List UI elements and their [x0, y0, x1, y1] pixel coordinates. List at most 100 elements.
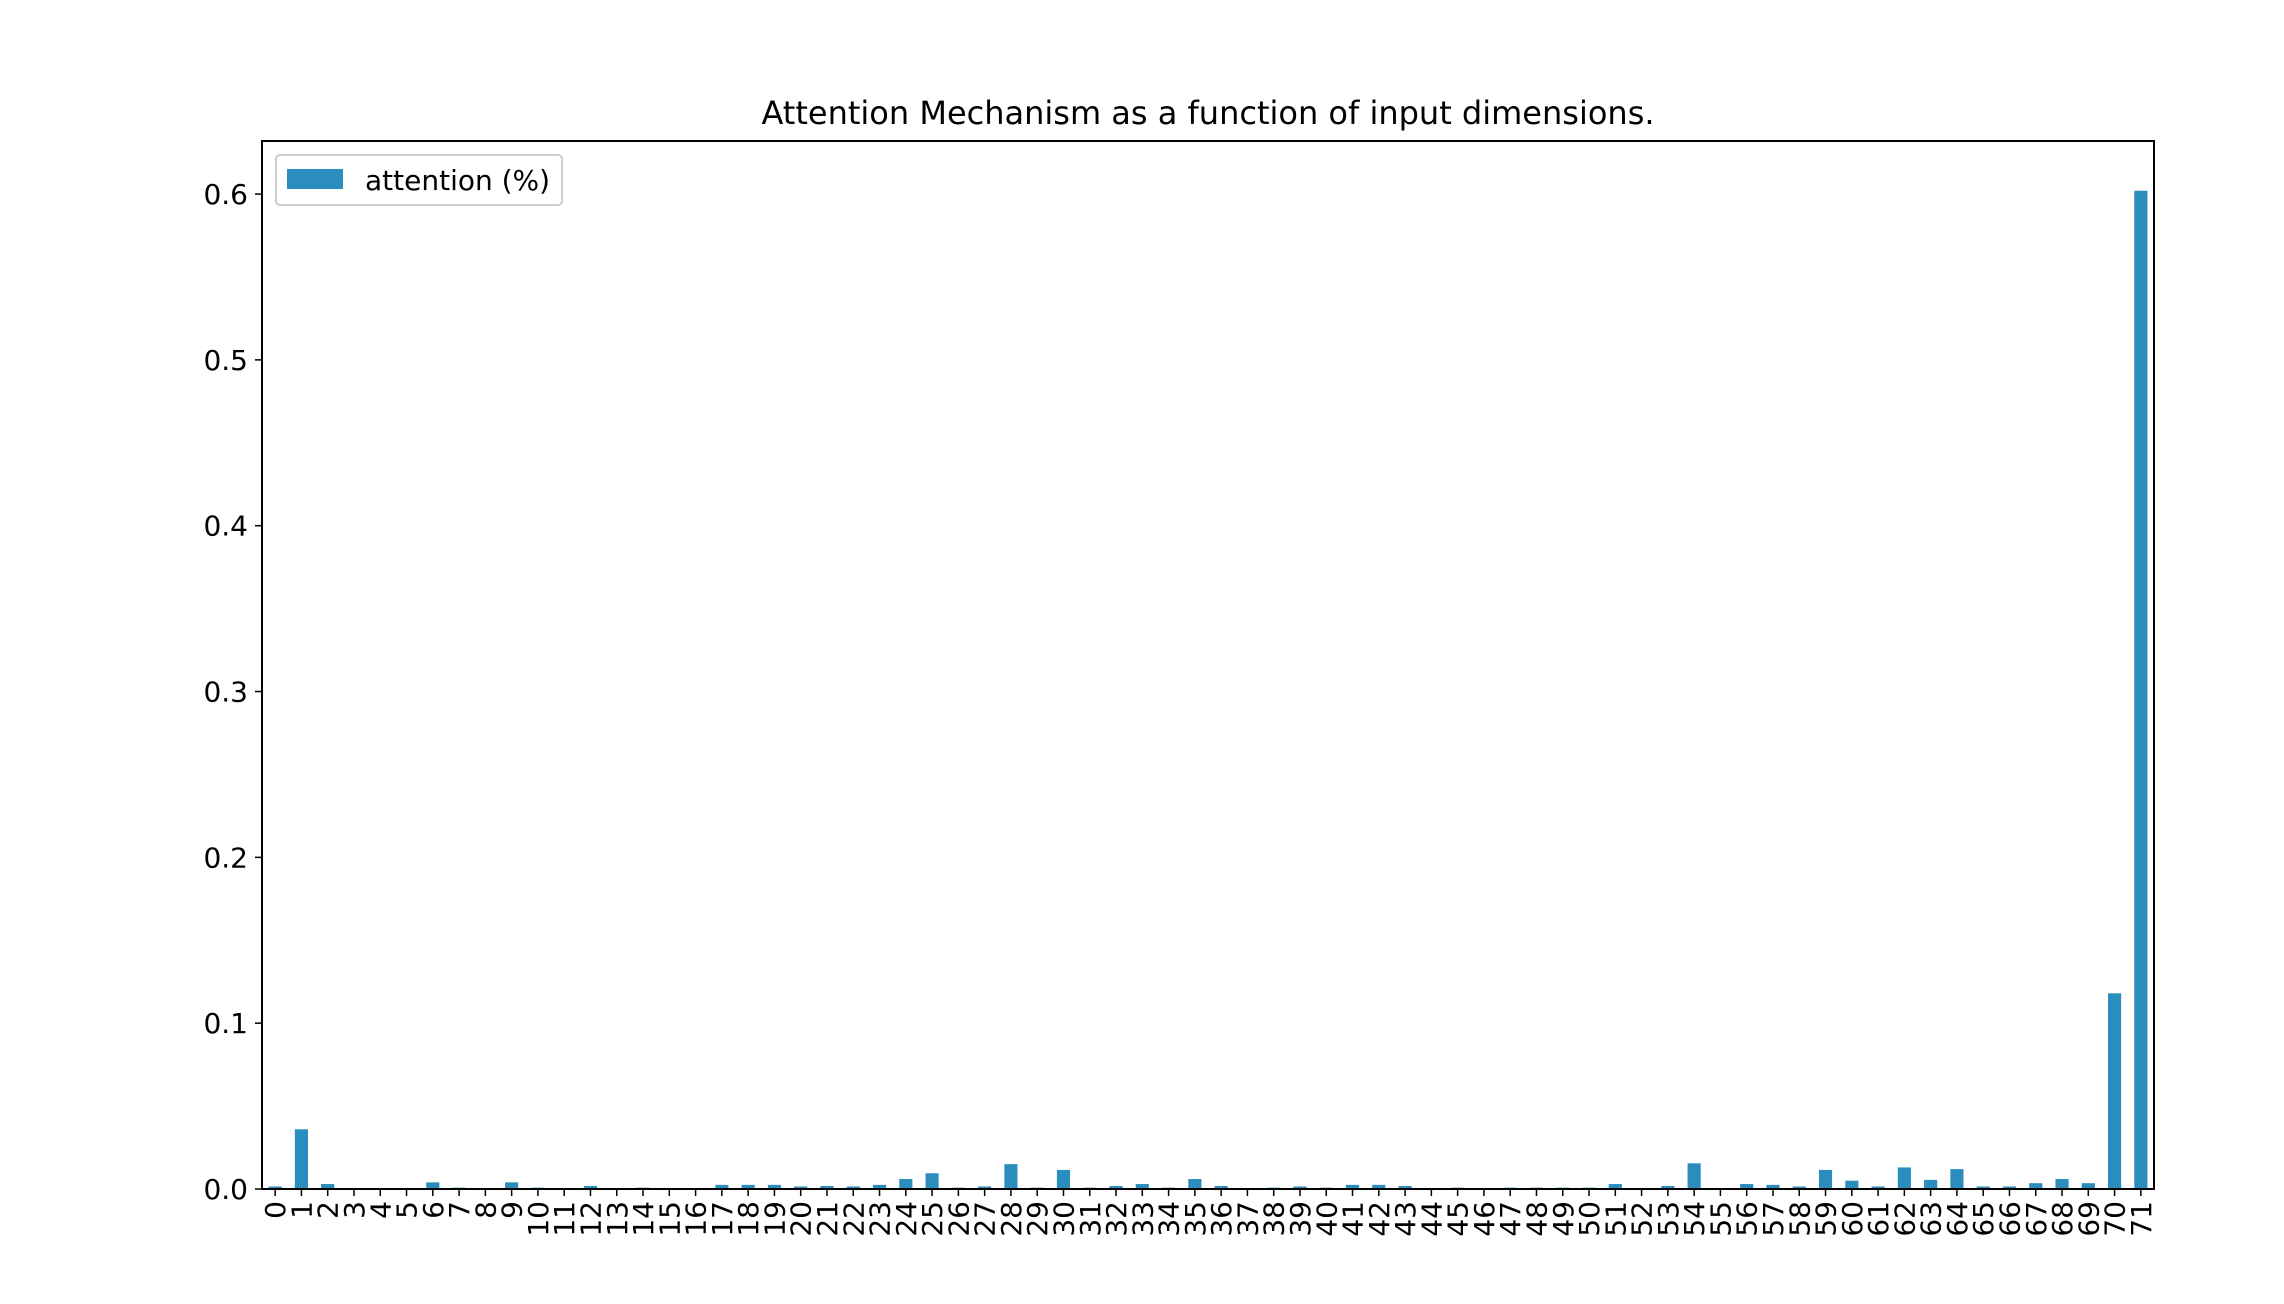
bar-54: [1687, 1163, 1701, 1189]
x-tick-label: 28: [995, 1201, 1028, 1237]
bar-57: [1766, 1184, 1780, 1189]
y-tick-label: 0.3: [203, 676, 248, 709]
bar-64: [1950, 1169, 1964, 1189]
bar-17: [715, 1184, 729, 1189]
x-axis: 0123456789101112131415161718192021222324…: [259, 1189, 2158, 1237]
x-tick-label: 31: [1074, 1201, 1107, 1237]
x-tick-label: 30: [1047, 1201, 1080, 1237]
x-tick-label: 34: [1153, 1201, 1186, 1237]
y-tick-label: 0.4: [203, 510, 248, 543]
x-tick-label: 48: [1520, 1201, 1553, 1237]
x-tick-label: 0: [259, 1201, 292, 1219]
bar-58: [1792, 1186, 1806, 1189]
x-tick-label: 18: [732, 1201, 765, 1237]
y-tick-label: 0.6: [203, 178, 248, 211]
x-tick-label: 19: [758, 1201, 791, 1237]
x-tick-label: 63: [1915, 1201, 1948, 1237]
x-tick-label: 69: [2072, 1201, 2105, 1237]
bar-35: [1188, 1179, 1202, 1189]
x-tick-label: 27: [969, 1201, 1002, 1237]
x-tick-label: 32: [1100, 1201, 1133, 1237]
x-tick-label: 26: [942, 1201, 975, 1237]
x-tick-label: 38: [1258, 1201, 1291, 1237]
x-tick-label: 35: [1179, 1201, 1212, 1237]
bars-group: [268, 190, 2148, 1190]
x-tick-label: 1: [285, 1201, 318, 1219]
bar-70: [2108, 993, 2122, 1189]
x-tick-label: 53: [1652, 1201, 1685, 1237]
x-tick-label: 59: [1810, 1201, 1843, 1237]
y-tick-label: 0.5: [203, 344, 248, 377]
bar-20: [794, 1186, 808, 1189]
x-tick-label: 61: [1862, 1201, 1895, 1237]
x-tick-label: 46: [1468, 1201, 1501, 1237]
bar-63: [1924, 1179, 1938, 1189]
bar-65: [1976, 1186, 1990, 1189]
bar-1: [294, 1129, 308, 1189]
x-tick-label: 71: [2125, 1201, 2158, 1237]
x-tick-label: 67: [2020, 1201, 2053, 1237]
x-tick-label: 65: [1967, 1201, 2000, 1237]
x-tick-label: 39: [1284, 1201, 1317, 1237]
x-tick-label: 11: [548, 1201, 581, 1237]
bar-30: [1056, 1169, 1071, 1189]
bar-25: [925, 1173, 939, 1189]
bar-68: [2055, 1179, 2069, 1189]
x-tick-label: 49: [1547, 1201, 1580, 1237]
chart-title: Attention Mechanism as a function of inp…: [761, 94, 1654, 132]
bar-39: [1293, 1186, 1307, 1189]
x-tick-label: 50: [1573, 1201, 1606, 1237]
bar-19: [767, 1184, 781, 1189]
bar-53: [1661, 1186, 1675, 1189]
x-tick-label: 54: [1678, 1201, 1711, 1237]
x-tick-label: 24: [890, 1201, 923, 1237]
x-tick-label: 3: [338, 1201, 371, 1219]
x-tick-label: 66: [1993, 1201, 2026, 1237]
bar-62: [1897, 1167, 1911, 1189]
x-tick-label: 68: [2046, 1201, 2079, 1237]
x-tick-label: 8: [469, 1201, 502, 1219]
x-tick-label: 52: [1626, 1201, 1659, 1237]
x-tick-label: 43: [1389, 1201, 1422, 1237]
bar-28: [1004, 1164, 1018, 1189]
x-tick-label: 14: [627, 1201, 660, 1237]
legend-label: attention (%): [365, 164, 550, 197]
bar-56: [1740, 1184, 1754, 1189]
x-tick-label: 29: [1021, 1201, 1054, 1237]
legend-swatch: [287, 169, 343, 189]
x-tick-label: 21: [811, 1201, 844, 1237]
bar-59: [1818, 1169, 1833, 1189]
x-tick-label: 5: [391, 1201, 424, 1219]
x-tick-label: 55: [1704, 1201, 1737, 1237]
x-tick-label: 4: [364, 1201, 397, 1219]
bar-27: [978, 1186, 992, 1189]
x-tick-label: 2: [312, 1201, 345, 1219]
bar-24: [899, 1179, 913, 1189]
x-tick-label: 17: [706, 1201, 739, 1237]
x-tick-label: 70: [2099, 1201, 2132, 1237]
bar-69: [2081, 1183, 2095, 1189]
x-tick-label: 20: [785, 1201, 818, 1237]
bar-2: [321, 1184, 335, 1189]
x-tick-label: 42: [1363, 1201, 1396, 1237]
x-tick-label: 56: [1731, 1201, 1764, 1237]
bar-6: [426, 1182, 440, 1189]
legend: attention (%): [275, 154, 563, 206]
x-tick-label: 51: [1599, 1201, 1632, 1237]
x-tick-label: 25: [916, 1201, 949, 1237]
x-tick-label: 13: [601, 1201, 634, 1237]
x-tick-label: 10: [522, 1201, 555, 1237]
bar-12: [583, 1186, 598, 1189]
bar-51: [1608, 1184, 1622, 1189]
bar-32: [1109, 1186, 1123, 1189]
x-tick-label: 57: [1757, 1201, 1790, 1237]
y-tick-label: 0.1: [203, 1007, 248, 1040]
x-tick-label: 7: [443, 1201, 476, 1219]
bar-67: [2029, 1183, 2043, 1189]
y-tick-label: 0.0: [203, 1173, 248, 1206]
bar-0: [268, 1186, 282, 1189]
x-tick-label: 23: [864, 1201, 897, 1237]
x-tick-label: 16: [680, 1201, 713, 1237]
x-tick-label: 9: [496, 1201, 529, 1219]
